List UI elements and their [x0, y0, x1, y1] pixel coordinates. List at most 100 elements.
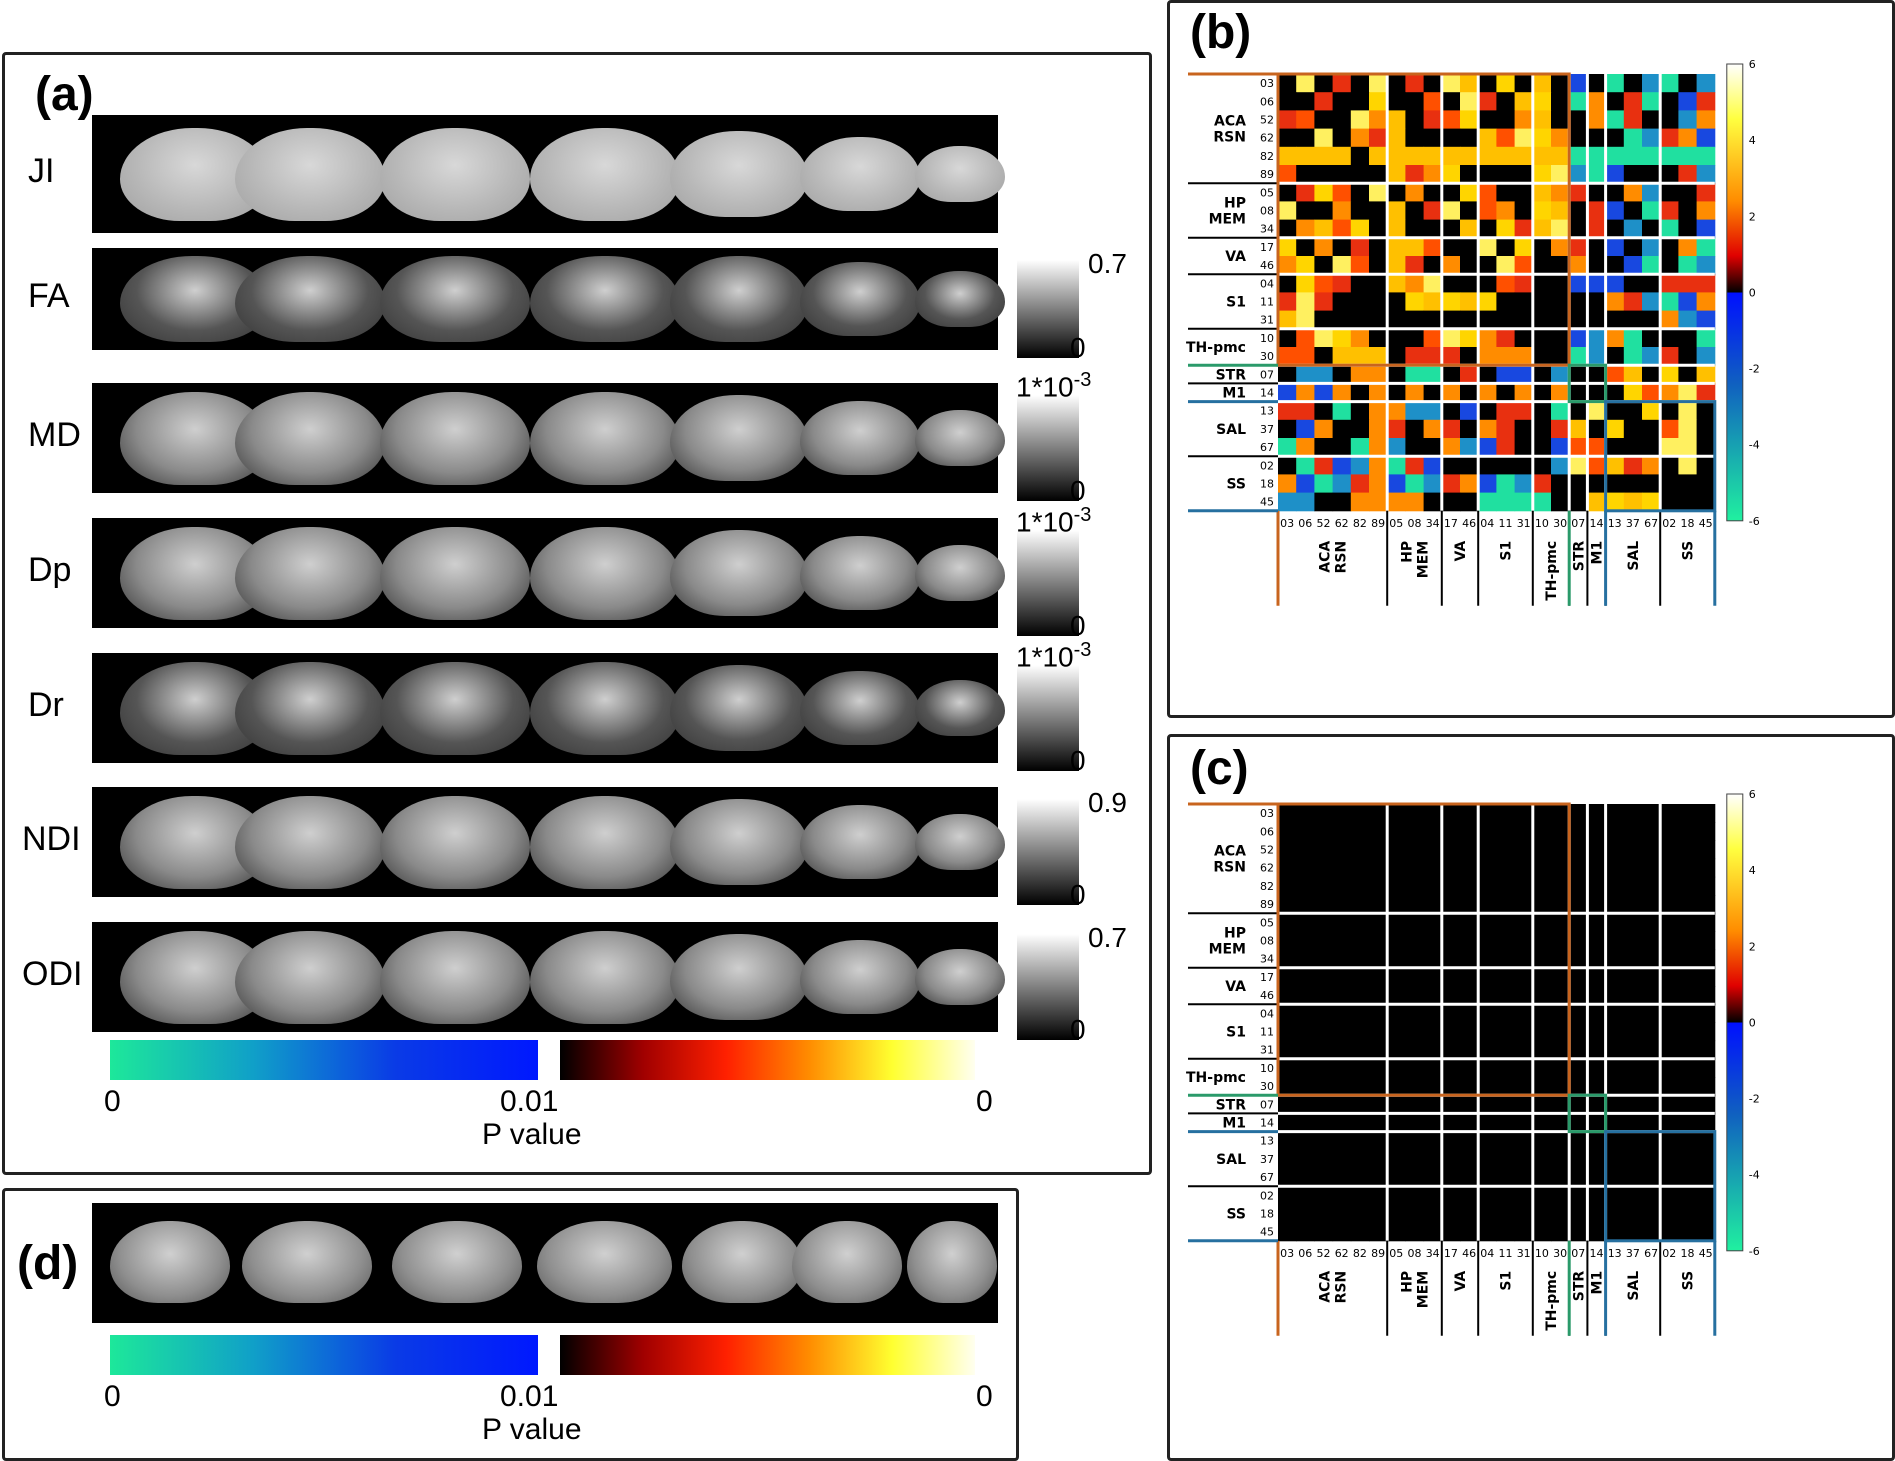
- matrix-cell: [1660, 201, 1679, 221]
- matrix-cell: [1405, 1058, 1425, 1078]
- brain-slice: [800, 535, 920, 611]
- matrix-cell: [1623, 128, 1643, 148]
- panel-b-label: (b): [1190, 6, 1252, 59]
- matrix-cell: [1332, 1004, 1352, 1023]
- matrix-cell: [1642, 74, 1661, 93]
- matrix-cell: [1296, 1004, 1315, 1023]
- matrix-cell: [1587, 146, 1607, 166]
- brain-slice: [915, 949, 1005, 1005]
- matrix-cell: [1369, 365, 1388, 384]
- matrix-cell: [1278, 1040, 1297, 1060]
- matrix-cell: [1387, 237, 1406, 257]
- matrix-cell: [1569, 913, 1588, 932]
- matrix-cell: [1460, 1131, 1479, 1151]
- brain-slice: [670, 256, 808, 342]
- colorbar-min-ndi: 0: [1070, 879, 1086, 910]
- matrix-cell: [1387, 419, 1406, 439]
- panel-d-brain-strip: [92, 1203, 998, 1323]
- matrix-cell: [1460, 383, 1479, 403]
- matrix-cell: [1496, 237, 1516, 257]
- matrix-cell: [1478, 165, 1497, 184]
- matrix-cell: [1278, 822, 1297, 841]
- row-tick-label: 52: [1260, 114, 1274, 127]
- matrix-cell: [1496, 895, 1516, 914]
- row-tick-label: 34: [1260, 223, 1274, 236]
- matrix-cell: [1296, 256, 1315, 275]
- matrix-cell: [1314, 895, 1334, 914]
- matrix-cell: [1314, 110, 1334, 130]
- matrix-cell: [1314, 292, 1334, 312]
- matrix-cell: [1423, 310, 1443, 330]
- matrix-cell: [1678, 858, 1698, 878]
- matrix-cell: [1423, 931, 1443, 951]
- matrix-cell: [1423, 165, 1443, 184]
- matrix-cell: [1460, 1168, 1479, 1187]
- row-tick-label: 10: [1260, 332, 1274, 345]
- brain-slice: [530, 127, 680, 221]
- matrix-cell: [1332, 292, 1352, 312]
- matrix-cell: [1605, 1222, 1625, 1242]
- col-group-label: MEM: [1416, 541, 1432, 578]
- col-tick-label: 04: [1480, 1247, 1494, 1260]
- row-group-label: SAL: [1216, 1152, 1246, 1168]
- matrix-cell: [1496, 419, 1516, 439]
- matrix-cell: [1350, 840, 1370, 860]
- matrix-cell: [1350, 328, 1370, 348]
- matrix-cell: [1460, 292, 1479, 312]
- row-tick-label: 06: [1260, 95, 1274, 108]
- matrix-cell: [1678, 438, 1698, 457]
- matrix-cell: [1642, 183, 1661, 202]
- matrix-cell: [1441, 401, 1461, 421]
- matrix-cell: [1350, 1168, 1370, 1187]
- matrix-cell: [1423, 401, 1443, 421]
- row-group-label: ACA: [1214, 844, 1246, 860]
- matrix-cell: [1369, 858, 1388, 878]
- matrix-cell: [1369, 1077, 1388, 1096]
- col-tick-label: 62: [1335, 517, 1349, 530]
- matrix-cell: [1660, 328, 1679, 348]
- matrix-cell: [1605, 456, 1625, 475]
- matrix-cell: [1696, 1222, 1716, 1242]
- matrix-cell: [1551, 492, 1570, 512]
- matrix-cell: [1423, 1004, 1443, 1023]
- matrix-cell: [1332, 967, 1352, 987]
- colorbar-odi: [1017, 934, 1079, 1040]
- matrix-cell: [1660, 931, 1679, 951]
- matrix-cell: [1441, 128, 1461, 148]
- matrix-cell: [1314, 1058, 1334, 1078]
- matrix-cell: [1696, 1040, 1716, 1060]
- matrix-cell: [1423, 1058, 1443, 1078]
- matrix-cell: [1278, 237, 1297, 257]
- brain-slice: [380, 526, 530, 620]
- matrix-cell: [1696, 219, 1716, 239]
- matrix-cell: [1587, 858, 1607, 878]
- matrix-cell: [1605, 1058, 1625, 1078]
- matrix-cell: [1296, 401, 1315, 421]
- matrix-cell: [1642, 219, 1661, 239]
- matrix-cell: [1478, 474, 1497, 494]
- matrix-cell: [1605, 183, 1625, 202]
- matrix-cell: [1296, 201, 1315, 221]
- matrix-cell: [1551, 256, 1570, 275]
- row-tick-label: 07: [1260, 1098, 1274, 1111]
- brain-slice: [380, 930, 530, 1024]
- row-tick-label: 89: [1260, 168, 1274, 181]
- matrix-cell: [1642, 128, 1661, 148]
- matrix-cell: [1405, 419, 1425, 439]
- matrix-cell: [1478, 92, 1497, 111]
- matrix-cell: [1605, 365, 1625, 384]
- colorbar-tick-label: -4: [1749, 439, 1760, 452]
- matrix-cell: [1496, 931, 1516, 951]
- row-group-label: TH-pmc: [1186, 340, 1246, 356]
- col-tick-label: 14: [1590, 517, 1604, 530]
- matrix-cell: [1423, 840, 1443, 860]
- matrix-cell: [1441, 876, 1461, 896]
- matrix-cell: [1441, 365, 1461, 384]
- matrix-cell: [1405, 931, 1425, 951]
- col-tick-label: 03: [1280, 517, 1294, 530]
- matrix-cell: [1460, 128, 1479, 148]
- matrix-cell: [1642, 347, 1661, 366]
- matrix-cell: [1605, 1095, 1625, 1114]
- matrix-cell: [1551, 74, 1570, 93]
- matrix-cell: [1278, 292, 1297, 312]
